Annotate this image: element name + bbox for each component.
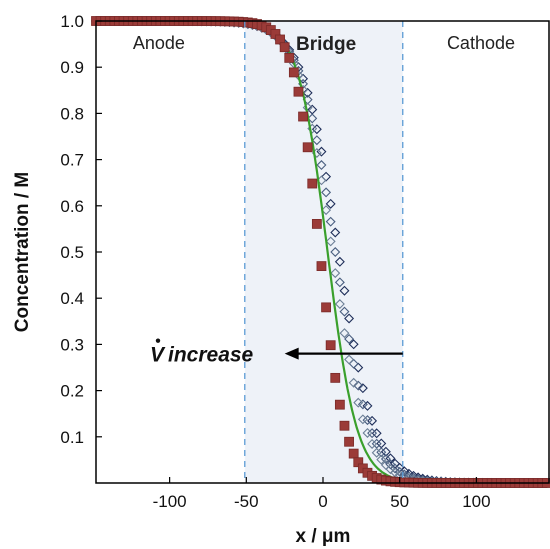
- series-1-point: [311, 135, 322, 146]
- series-0-point: [362, 400, 373, 411]
- series-2-point: [348, 377, 359, 388]
- y-tick-label: 0.7: [60, 151, 84, 170]
- series-1-point: [330, 247, 341, 257]
- tick-layer: 0.1 0.2 0.3 0.4 0.5 0.6 0.7 0.8 0.9 1.0 -100 -50 0 50…: [60, 12, 490, 511]
- series-2-point: [344, 354, 355, 365]
- x-tick-label: -50: [234, 492, 259, 511]
- series-4-point: [311, 219, 322, 229]
- series-4-point: [344, 436, 354, 447]
- region-label-cathode: Cathode: [447, 33, 515, 53]
- series-0-point: [348, 339, 359, 350]
- series-1-point: [357, 399, 368, 410]
- x-tick-label: 50: [390, 492, 409, 511]
- region-label-anode: Anode: [133, 33, 185, 53]
- series-2-point: [321, 205, 332, 216]
- series-2-point: [376, 454, 387, 465]
- series-0-point: [330, 227, 341, 238]
- y-tick-label: 0.9: [60, 58, 84, 77]
- series-0-point: [311, 124, 322, 135]
- y-axis-title: Concentration / M: [12, 172, 33, 332]
- y-tick-label: 0.3: [60, 335, 84, 354]
- series-0-point: [367, 415, 378, 426]
- series-4-point: [334, 399, 345, 410]
- flow-rate-annotation: V increase: [150, 338, 403, 367]
- series-4-point: [339, 420, 350, 431]
- y-tick-label: 0.4: [60, 289, 84, 308]
- y-tick-label: 0.1: [60, 428, 84, 447]
- series-4-point: [279, 42, 290, 53]
- region-label-bridge: Bridge: [296, 34, 356, 55]
- series-1-point: [367, 428, 378, 439]
- series-1-point: [353, 380, 364, 391]
- series-0-point: [334, 256, 345, 267]
- series-0-point: [371, 428, 382, 439]
- series-1-point: [316, 160, 327, 171]
- series-4-point: [302, 142, 313, 153]
- series-2-point: [353, 397, 364, 408]
- series-0-point: [357, 383, 368, 394]
- y-tick-label: 0.5: [60, 243, 84, 262]
- series-0-point: [302, 87, 313, 98]
- series-1-point: [362, 415, 373, 426]
- series-2-point: [339, 328, 350, 339]
- series-1-point: [344, 333, 355, 344]
- x-tick-label: 0: [318, 492, 327, 511]
- series-4-point: [307, 178, 318, 189]
- series-2-point: [325, 236, 336, 247]
- series-2-point: [357, 414, 368, 425]
- series-0-point: [325, 198, 336, 209]
- series-2-point: [371, 447, 382, 458]
- series-1-point: [321, 187, 332, 198]
- series-1-point: [325, 216, 336, 227]
- series-2-point: [330, 268, 341, 279]
- annotation-symbol: V: [150, 344, 166, 367]
- series-4-point: [288, 67, 299, 78]
- y-tick-label: 0.2: [60, 382, 84, 401]
- v-dot-accent: [155, 338, 161, 343]
- y-tick-label: 1.0: [60, 12, 84, 31]
- series-4-point: [316, 261, 327, 271]
- series-1-point: [334, 277, 345, 288]
- series-4-point: [293, 86, 304, 97]
- series-0-point: [321, 171, 332, 182]
- series-4-point: [321, 302, 331, 313]
- series-4-point: [348, 448, 359, 459]
- series-2-point: [385, 464, 396, 475]
- annotation-arrowhead: [284, 347, 299, 360]
- series-2-point: [367, 439, 378, 449]
- series-4-point: [325, 340, 336, 351]
- y-tick-label: 0.6: [60, 197, 84, 216]
- annotation-text: increase: [168, 344, 254, 367]
- series-2-point: [334, 299, 345, 310]
- bridge-region-shading: [244, 21, 403, 483]
- series-4-point: [284, 52, 295, 63]
- series-0-point: [344, 313, 355, 324]
- y-tick-label: 0.8: [60, 104, 84, 123]
- x-tick-label: 100: [462, 492, 490, 511]
- series-4-point: [298, 111, 308, 122]
- series-1-point: [339, 306, 350, 317]
- series-0-point: [339, 285, 350, 296]
- x-axis-title: x / μm: [296, 526, 351, 547]
- series-1-point: [307, 113, 318, 124]
- series-2-point: [362, 427, 373, 438]
- x-tick-label: -100: [153, 492, 187, 511]
- series-4-point: [330, 372, 341, 383]
